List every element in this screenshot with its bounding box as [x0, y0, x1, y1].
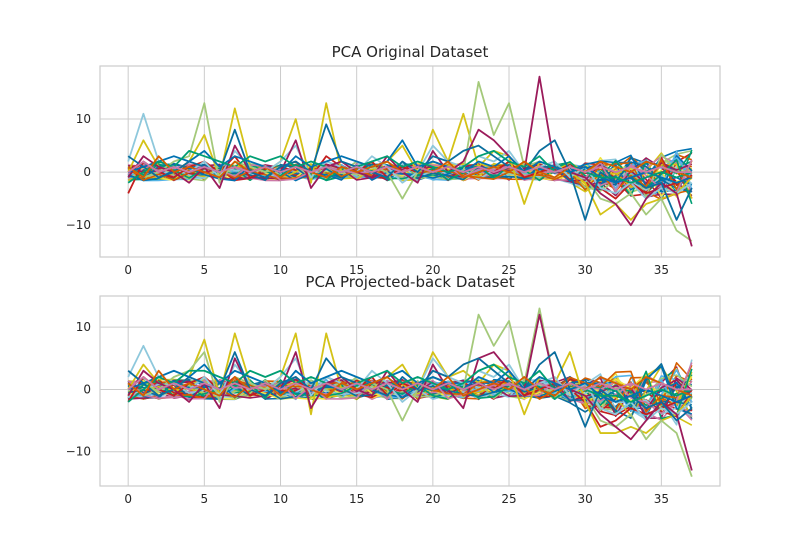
top-plot-area [99, 65, 721, 258]
top-x-tick-label: 35 [654, 263, 669, 277]
top-series-line [127, 149, 693, 184]
bottom-series-line [127, 363, 693, 403]
bottom-series-line [127, 376, 692, 391]
top-x-tick-label: 20 [425, 263, 440, 277]
top-chart: 0 5 10 15 20 25 30 35 −10 0 10 PCA Original Datase… [66, 43, 721, 277]
bottom-x-tick-label: 20 [425, 492, 440, 506]
bottom-x-tick-label: 0 [124, 492, 132, 506]
bottom-chart: 0 5 10 15 20 25 30 35 −10 0 10 PCA Projected-back … [66, 273, 721, 506]
top-x-tick-label: 30 [578, 263, 593, 277]
bottom-y-tick-label: −10 [66, 445, 91, 459]
bottom-x-tick-label: 10 [273, 492, 288, 506]
bottom-x-tick-label: 35 [654, 492, 669, 506]
bottom-x-tick-label: 15 [349, 492, 364, 506]
top-y-tick-label: 0 [83, 165, 91, 179]
top-tick-labels: 0 5 10 15 20 25 30 35 −10 0 10 [66, 112, 669, 277]
top-x-tick-label: 25 [501, 263, 516, 277]
top-y-tick-label: 10 [76, 112, 91, 126]
top-y-tick-label: −10 [66, 218, 91, 232]
top-series-line [127, 160, 692, 174]
bottom-chart-title: PCA Projected-back Dataset [305, 273, 514, 291]
top-x-tick-label: 0 [124, 263, 132, 277]
bottom-y-tick-label: 10 [76, 320, 91, 334]
bottom-x-tick-label: 30 [578, 492, 593, 506]
bottom-series-lines [127, 307, 693, 477]
top-x-tick-label: 15 [349, 263, 364, 277]
bottom-tick-labels: 0 5 10 15 20 25 30 35 −10 0 10 [66, 320, 669, 506]
bottom-x-tick-label: 5 [201, 492, 209, 506]
bottom-series-line [127, 363, 693, 403]
top-x-tick-label: 10 [273, 263, 288, 277]
top-x-tick-label: 5 [201, 263, 209, 277]
top-series-lines [127, 75, 693, 247]
bottom-series-line [127, 313, 693, 471]
top-chart-title: PCA Original Dataset [332, 43, 489, 61]
bottom-x-tick-label: 25 [501, 492, 516, 506]
bottom-y-tick-label: 0 [83, 382, 91, 396]
bottom-series-line [127, 351, 693, 428]
top-series-line [127, 75, 693, 247]
